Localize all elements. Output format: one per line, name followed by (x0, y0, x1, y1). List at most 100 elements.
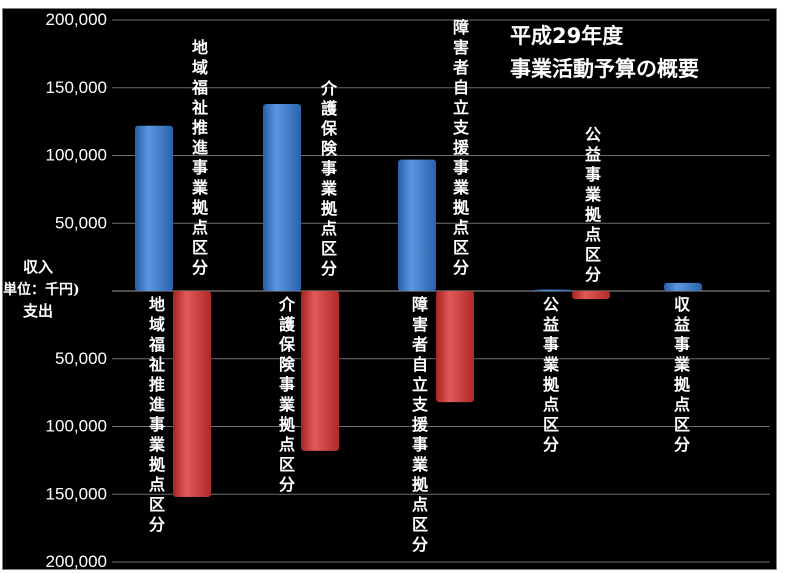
bar-expense (572, 291, 610, 300)
label-char: 援 (453, 138, 470, 157)
label-char: 進 (192, 138, 208, 157)
label-char: 立 (453, 98, 469, 117)
label-char: 祉 (148, 355, 165, 374)
bars (135, 104, 702, 497)
label-char: 域 (149, 315, 165, 334)
label-char: 援 (412, 415, 429, 434)
label-char: 支 (411, 395, 429, 414)
category-labels: 地域福祉推進事業拠点区分介護保険事業拠点区分障害者自立支援事業拠点区分公益事業拠… (148, 18, 691, 554)
y-axis-center-label: 収入 (23, 258, 53, 276)
y-axis: 200,000 150,000 100,000 50,000 50,000 100,000… (0, 10, 107, 571)
label-char: 業 (452, 178, 470, 197)
label-char: 事 (192, 158, 208, 177)
label-char: 立 (412, 375, 428, 394)
label-char: 点 (412, 495, 428, 514)
label-char: 険 (321, 139, 338, 158)
label-char: 域 (192, 58, 208, 77)
label-char: 分 (192, 258, 208, 277)
label-char: 害 (412, 315, 428, 334)
label-char: 保 (278, 335, 296, 354)
label-char: 事 (543, 335, 559, 354)
y-tick-label: 200,000 (46, 552, 107, 571)
label-char: 益 (674, 315, 690, 334)
label-char: 分 (412, 535, 428, 554)
label-char: 事 (412, 435, 428, 454)
chart-frame (2, 8, 777, 570)
label-char: 業 (411, 455, 429, 474)
label-char: 区 (585, 245, 601, 264)
label-char: 業 (673, 355, 691, 374)
bar-income (263, 104, 301, 291)
label-char: 自 (453, 78, 469, 97)
label-char: 分 (585, 265, 601, 284)
y-tick-label: 50,000 (55, 349, 107, 368)
label-char: 点 (543, 395, 559, 414)
bar-income (664, 282, 702, 291)
label-char: 祉 (191, 98, 208, 117)
bar-income (534, 289, 572, 292)
title-line: 平成29年度 (510, 24, 623, 48)
label-char: 地 (192, 38, 208, 57)
label-char: 収 (674, 295, 691, 314)
bar-expense (173, 291, 211, 497)
label-char: 険 (279, 355, 296, 374)
label-char: 区 (149, 495, 165, 514)
label-char: 地 (149, 295, 165, 314)
label-char: 点 (192, 218, 208, 237)
label-char: 業 (584, 185, 602, 204)
label-char: 業 (148, 435, 166, 454)
label-char: 護 (279, 315, 296, 334)
label-char: 拠 (412, 475, 429, 494)
label-char: 益 (543, 315, 559, 334)
label-char: 分 (453, 258, 469, 277)
label-char: 分 (543, 435, 559, 454)
label-char: 分 (279, 475, 295, 494)
label-char: 業 (278, 395, 296, 414)
label-char: 福 (191, 78, 208, 97)
label-char: 公 (585, 125, 601, 144)
bar-income (135, 125, 173, 291)
bar-expense (301, 291, 339, 451)
bar-expense (436, 291, 474, 403)
bar-income (398, 159, 436, 291)
label-char: 拠 (321, 199, 338, 218)
label-char: 保 (320, 119, 338, 138)
label-char: 業 (542, 355, 560, 374)
label-char: 者 (452, 58, 469, 77)
label-char: 者 (411, 335, 428, 354)
label-char: 推 (149, 375, 165, 394)
label-char: 点 (321, 219, 337, 238)
label-char: 区 (543, 415, 559, 434)
label-char: 事 (149, 415, 165, 434)
label-char: 区 (321, 239, 337, 258)
label-char: 事 (674, 335, 690, 354)
label-char: 益 (585, 145, 601, 164)
label-char: 拠 (453, 198, 470, 217)
label-char: 護 (321, 99, 338, 118)
label-char: 点 (149, 475, 165, 494)
label-char: 分 (674, 435, 690, 454)
title-line: 事業活動予算の概要 (510, 57, 699, 81)
label-char: 支 (452, 118, 470, 137)
label-char: 害 (453, 38, 469, 57)
label-char: 区 (453, 238, 469, 257)
label-char: 拠 (585, 205, 602, 224)
label-char: 拠 (674, 375, 691, 394)
label-char: 障 (453, 18, 469, 37)
label-char: 業 (320, 179, 338, 198)
label-char: 事 (585, 165, 601, 184)
label-char: 進 (149, 395, 165, 414)
y-tick-label: 150,000 (46, 78, 107, 97)
label-char: 点 (674, 395, 690, 414)
label-char: 事 (279, 375, 295, 394)
label-char: 拠 (543, 375, 560, 394)
label-char: 点 (279, 435, 295, 454)
